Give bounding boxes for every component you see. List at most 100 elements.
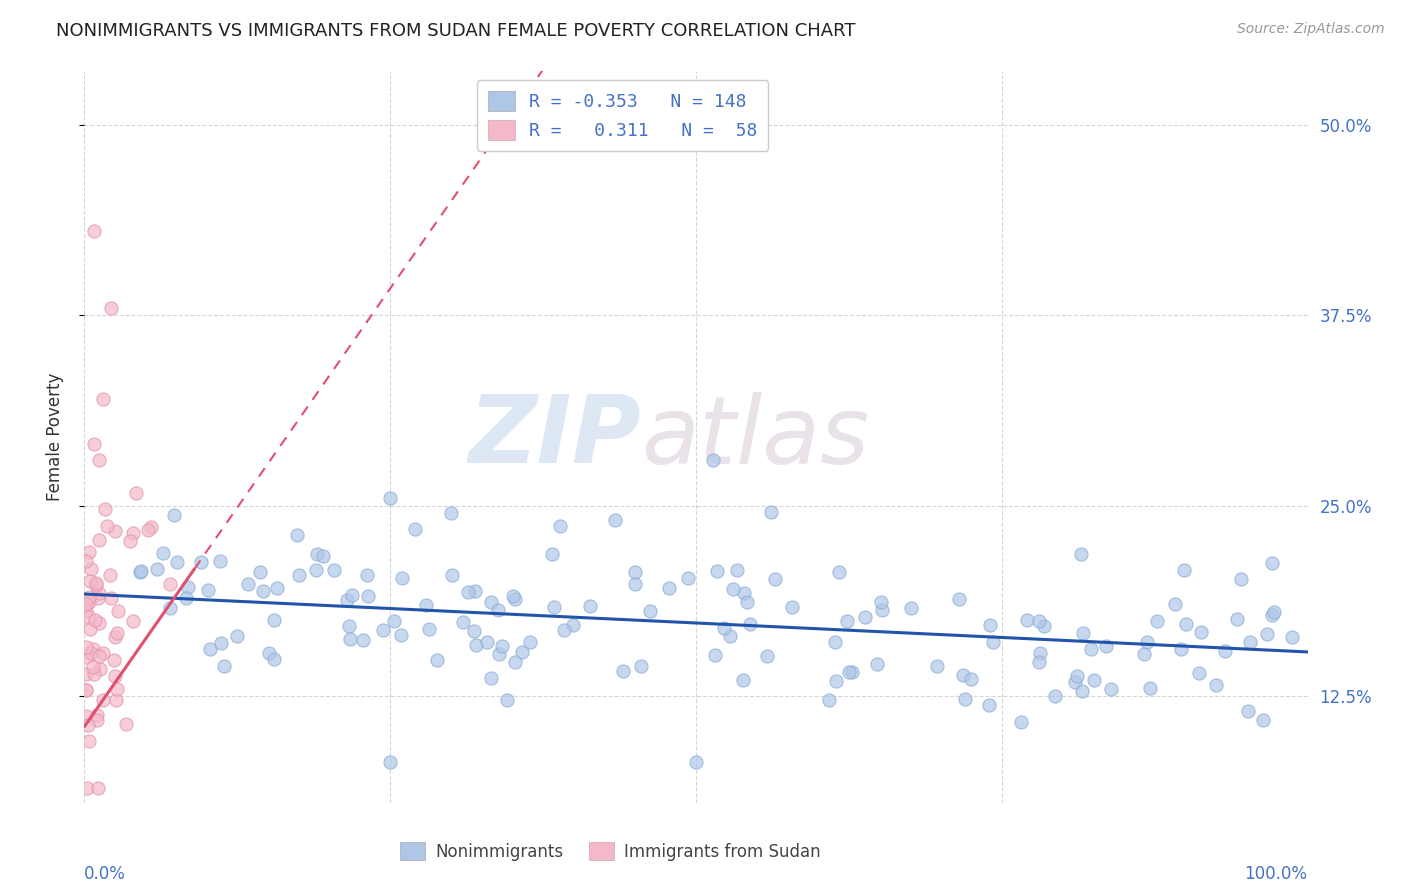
Point (1146, 614, 1168, 628)
Point (702, 453, 724, 467)
Point (98, 568, 121, 582)
Point (1188, 665, 1211, 680)
Point (96, 518, 118, 533)
Point (543, 599, 565, 614)
Point (755, 648, 778, 663)
Point (1139, 681, 1161, 695)
Point (80, 647, 103, 661)
Point (979, 618, 1001, 632)
Point (925, 659, 948, 673)
Point (960, 672, 983, 686)
Point (1213, 643, 1236, 657)
Point (100, 591, 122, 605)
Point (389, 628, 412, 642)
Point (870, 603, 893, 617)
Point (322, 563, 344, 577)
Point (84, 576, 107, 591)
Point (75, 709, 97, 723)
Point (380, 491, 402, 505)
Point (305, 547, 328, 561)
Legend: Nonimmigrants, Immigrants from Sudan: Nonimmigrants, Immigrants from Sudan (394, 836, 827, 868)
Point (1032, 618, 1054, 632)
Point (89, 586, 111, 600)
Point (382, 614, 405, 628)
Text: ZIP: ZIP (468, 391, 641, 483)
Point (287, 567, 309, 582)
Point (1028, 655, 1050, 669)
Text: atlas: atlas (641, 392, 869, 483)
Point (356, 567, 378, 582)
Point (122, 525, 145, 540)
Point (105, 682, 128, 697)
Point (658, 581, 681, 595)
Point (735, 595, 758, 609)
Point (77, 609, 100, 624)
Point (141, 520, 163, 534)
Point (236, 577, 259, 591)
Point (342, 588, 364, 602)
Point (1136, 634, 1159, 648)
Text: NONIMMIGRANTS VS IMMIGRANTS FROM SUDAN FEMALE POVERTY CORRELATION CHART: NONIMMIGRANTS VS IMMIGRANTS FROM SUDAN F… (56, 22, 856, 40)
Point (869, 595, 891, 609)
Point (75, 640, 97, 654)
Point (841, 665, 863, 679)
Point (76, 780, 98, 795)
Point (503, 656, 526, 670)
Point (685, 755, 707, 769)
Point (713, 621, 735, 635)
Point (733, 586, 755, 600)
Point (86, 708, 108, 723)
Point (83, 437, 105, 451)
Point (624, 577, 647, 591)
Point (612, 664, 634, 678)
Point (115, 716, 138, 731)
Point (1083, 673, 1105, 687)
Point (146, 561, 169, 575)
Point (83, 666, 105, 681)
Point (285, 528, 308, 542)
Point (77, 545, 100, 559)
Point (159, 577, 181, 591)
Point (357, 589, 380, 603)
Point (703, 648, 725, 663)
Point (1095, 639, 1118, 653)
Point (1229, 572, 1251, 586)
Point (1261, 556, 1284, 570)
Point (209, 636, 232, 650)
Point (676, 571, 699, 585)
Point (86, 713, 108, 727)
Point (136, 523, 159, 537)
Point (103, 653, 125, 667)
Point (979, 698, 1001, 712)
Point (93, 646, 115, 660)
Point (1010, 714, 1032, 729)
Point (1164, 598, 1187, 612)
Point (415, 598, 437, 612)
Point (89, 662, 111, 676)
Point (1256, 626, 1278, 640)
Point (510, 645, 533, 659)
Point (84, 578, 107, 592)
Point (371, 624, 394, 638)
Point (1263, 605, 1285, 619)
Point (177, 581, 200, 595)
Point (87, 591, 110, 606)
Point (1071, 625, 1094, 640)
Point (87, 616, 110, 631)
Point (226, 629, 249, 643)
Point (337, 619, 360, 633)
Point (1099, 682, 1122, 697)
Point (721, 582, 744, 596)
Point (1174, 617, 1197, 632)
Point (87, 533, 110, 548)
Point (107, 604, 129, 618)
Point (1071, 684, 1094, 698)
Point (77, 734, 100, 748)
Point (505, 592, 527, 607)
Point (91, 392, 114, 406)
Point (440, 506, 463, 520)
Point (76, 718, 98, 732)
Point (519, 635, 541, 649)
Point (900, 600, 922, 615)
Point (464, 584, 486, 599)
